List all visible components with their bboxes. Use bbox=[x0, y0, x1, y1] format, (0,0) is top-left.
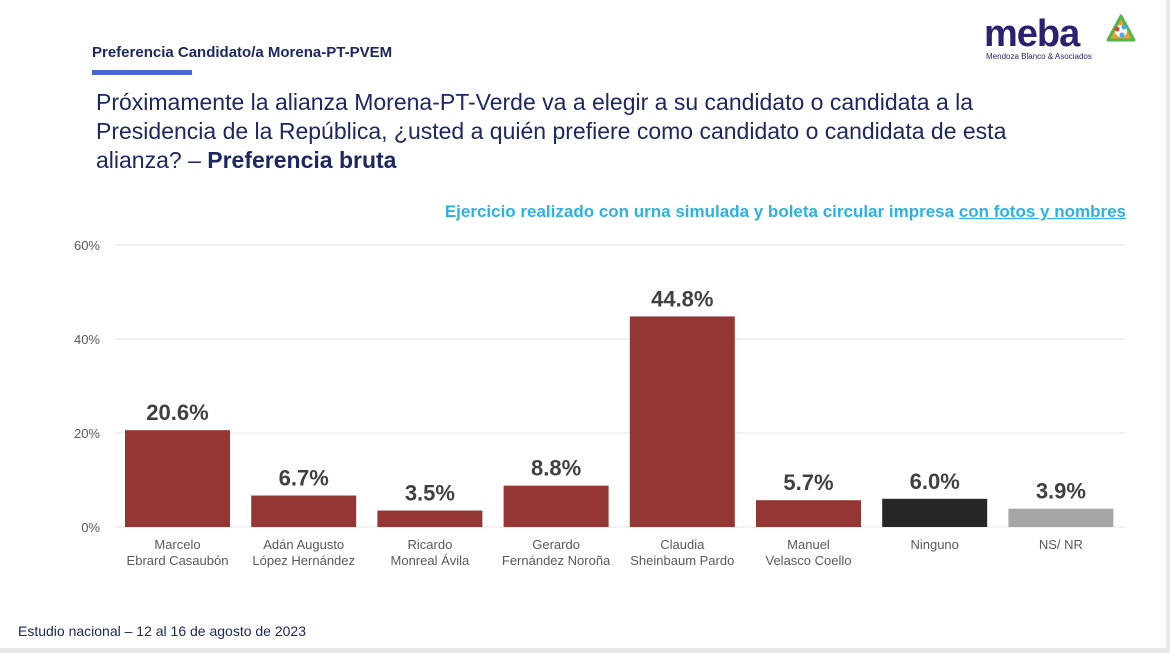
bar bbox=[377, 510, 483, 527]
data-label: 8.8% bbox=[531, 456, 581, 481]
data-label: 20.6% bbox=[146, 400, 208, 425]
x-tick-label: Adán Augusto bbox=[263, 537, 344, 552]
bar bbox=[251, 495, 357, 527]
bar bbox=[629, 316, 735, 527]
survey-question: Próximamente la alianza Morena-PT-Verde … bbox=[96, 88, 1056, 175]
x-tick-label: Velasco Coello bbox=[766, 553, 852, 568]
data-label: 3.5% bbox=[405, 481, 455, 506]
x-tick-label: López Hernández bbox=[252, 553, 355, 568]
x-tick-label: Ricardo bbox=[408, 537, 453, 552]
title-underline bbox=[92, 70, 192, 75]
x-tick-label: Marcelo bbox=[154, 537, 200, 552]
x-tick-label: Ninguno bbox=[910, 537, 958, 552]
y-tick-label: 20% bbox=[74, 426, 100, 441]
y-tick-label: 0% bbox=[81, 520, 100, 535]
x-tick-label: Ebrard Casaubón bbox=[127, 553, 229, 568]
x-tick-label: Fernández Noroña bbox=[502, 553, 611, 568]
data-label: 3.9% bbox=[1036, 479, 1086, 504]
bar bbox=[882, 498, 988, 527]
x-tick-label: Monreal Ávila bbox=[391, 553, 471, 568]
x-tick-label: NS/ NR bbox=[1039, 537, 1083, 552]
bar bbox=[503, 485, 609, 527]
y-tick-label: 60% bbox=[74, 238, 100, 253]
x-tick-label: Manuel bbox=[787, 537, 830, 552]
bar bbox=[1008, 508, 1114, 527]
y-tick-label: 40% bbox=[74, 332, 100, 347]
note-text: Ejercicio realizado con urna simulada y … bbox=[444, 202, 955, 221]
bar bbox=[125, 430, 230, 527]
question-text: Próximamente la alianza Morena-PT-Verde … bbox=[96, 89, 1007, 173]
section-title: Preferencia Candidato/a Morena-PT-PVEM bbox=[92, 44, 393, 61]
method-note: Ejercicio realizado con urna simulada y … bbox=[445, 202, 1126, 222]
logo-text: meba bbox=[984, 13, 1080, 55]
note-underlined: con fotos y nombres bbox=[958, 202, 1126, 221]
question-bold: Preferencia bruta bbox=[207, 147, 397, 173]
logo-subtitle: Mendoza Blanco & Asociados bbox=[986, 52, 1092, 61]
data-label: 44.8% bbox=[651, 286, 713, 311]
data-label: 5.7% bbox=[783, 470, 833, 495]
data-label: 6.0% bbox=[910, 469, 960, 494]
data-label: 6.7% bbox=[279, 466, 329, 491]
x-tick-label: Claudia bbox=[660, 537, 705, 552]
x-tick-label: Sheinbaum Pardo bbox=[630, 553, 734, 568]
x-tick-label: Gerardo bbox=[532, 537, 580, 552]
meba-logo: meba Mendoza Blanco & Asociados bbox=[984, 14, 1144, 64]
footer-study-info: Estudio nacional – 12 al 16 de agosto de… bbox=[18, 623, 307, 639]
bar bbox=[756, 500, 861, 527]
logo-swirl-icon bbox=[1106, 14, 1136, 42]
